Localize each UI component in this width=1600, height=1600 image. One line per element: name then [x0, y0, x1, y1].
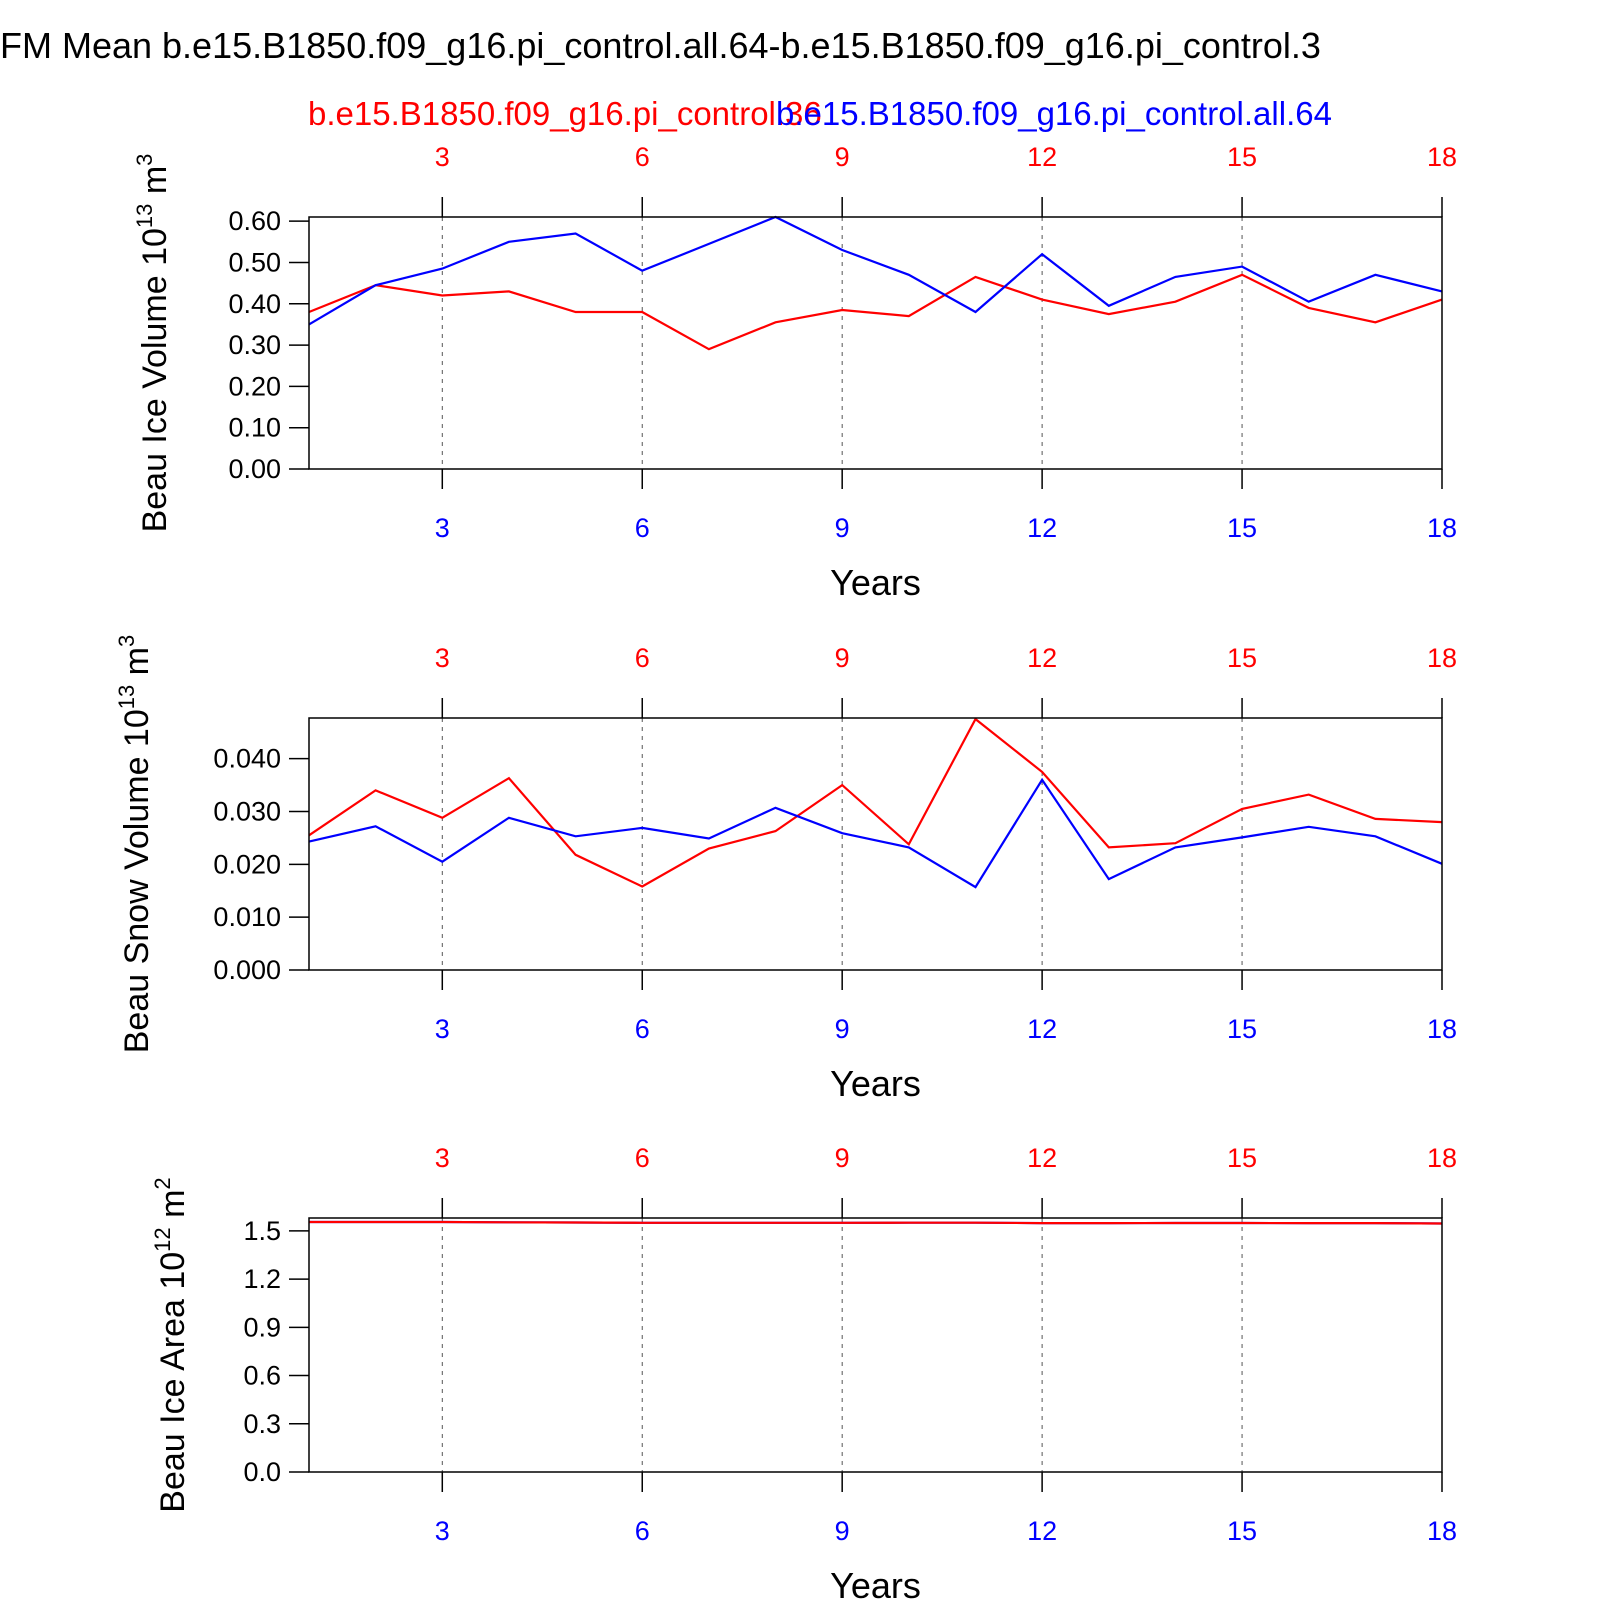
y-tick-label: 0.010	[213, 902, 281, 932]
x-tick-label-top: 3	[435, 643, 450, 673]
y-axis-label-part: Beau Ice Volume 10	[136, 228, 174, 532]
x-tick-label-top: 6	[635, 1143, 650, 1173]
y-axis-label-part: m	[118, 647, 156, 685]
y-axis-label-part: 13	[114, 685, 139, 709]
x-tick-label: 18	[1427, 1014, 1457, 1044]
y-tick-label: 0.50	[228, 247, 281, 277]
y-axis-label: Beau Ice Area 1012 m2	[150, 1177, 192, 1512]
x-tick-label-top: 15	[1227, 643, 1257, 673]
y-tick-label: 0.000	[213, 955, 281, 985]
x-tick-label: 3	[435, 1014, 450, 1044]
y-tick-label: 0.60	[228, 206, 281, 236]
y-axis-label: Beau Snow Volume 1013 m3	[114, 635, 156, 1054]
y-tick-label: 0.30	[228, 330, 281, 360]
y-axis-label-part: 3	[114, 635, 139, 647]
y-tick-label: 0.0	[243, 1457, 281, 1487]
y-axis-label-part: 2	[150, 1177, 175, 1189]
y-axis-label-part: Beau Snow Volume 10	[118, 709, 156, 1053]
x-tick-label: 9	[835, 1014, 850, 1044]
x-tick-label-top: 9	[835, 643, 850, 673]
y-tick-label: 0.10	[228, 413, 281, 443]
x-tick-label-top: 12	[1027, 142, 1057, 172]
x-axis-label: Years	[830, 1063, 921, 1104]
plot-frame	[308, 1217, 1443, 1473]
y-tick-label: 0.20	[228, 371, 281, 401]
x-tick-label-top: 15	[1227, 142, 1257, 172]
legend-entry: b.e15.B1850.f09_g16.pi_control.all.64	[776, 95, 1332, 132]
x-tick-label-top: 9	[835, 142, 850, 172]
legend-entry: b.e15.B1850.f09_g16.pi_control.36	[308, 95, 822, 132]
x-tick-label-top: 18	[1427, 142, 1457, 172]
y-tick-label: 0.9	[243, 1312, 281, 1342]
x-tick-label: 3	[435, 1516, 450, 1546]
plot-frame	[308, 717, 1443, 971]
x-tick-label-top: 6	[635, 142, 650, 172]
x-tick-label: 6	[635, 1516, 650, 1546]
x-tick-label-top: 9	[835, 1143, 850, 1173]
data-line	[308, 273, 1443, 351]
chart-title: FM Mean b.e15.B1850.f09_g16.pi_control.a…	[0, 25, 1321, 66]
x-axis-label: Years	[830, 562, 921, 603]
y-tick-label: 0.00	[228, 454, 281, 484]
plot-frame	[308, 216, 1443, 470]
y-axis-label-part: Beau Ice Area 10	[154, 1252, 192, 1513]
x-tick-label-top: 12	[1027, 643, 1057, 673]
y-tick-label: 0.040	[213, 744, 281, 774]
y-axis-label-part: 3	[132, 154, 157, 166]
y-tick-label: 1.5	[243, 1216, 281, 1246]
x-tick-label: 3	[435, 513, 450, 543]
x-tick-label: 9	[835, 513, 850, 543]
x-tick-label-top: 18	[1427, 643, 1457, 673]
x-tick-label: 12	[1027, 1014, 1057, 1044]
y-tick-label: 1.2	[243, 1264, 281, 1294]
x-tick-label-top: 6	[635, 643, 650, 673]
data-line	[308, 215, 1443, 326]
x-tick-label-top: 3	[435, 1143, 450, 1173]
x-tick-label-top: 15	[1227, 1143, 1257, 1173]
x-tick-label-top: 3	[435, 142, 450, 172]
x-tick-label-top: 18	[1427, 1143, 1457, 1173]
x-tick-label: 9	[835, 1516, 850, 1546]
x-tick-label: 15	[1227, 1014, 1257, 1044]
data-line	[308, 717, 1443, 888]
x-tick-label: 6	[635, 513, 650, 543]
y-axis-label-part: 12	[150, 1227, 175, 1251]
x-tick-label: 12	[1027, 1516, 1057, 1546]
x-tick-label: 12	[1027, 513, 1057, 543]
y-axis-label-part: m	[136, 166, 174, 204]
y-tick-label: 0.020	[213, 849, 281, 879]
y-tick-label: 0.6	[243, 1361, 281, 1391]
y-axis-label: Beau Ice Volume 1013 m3	[132, 154, 174, 533]
data-line	[309, 1220, 1443, 1225]
x-tick-label: 18	[1427, 513, 1457, 543]
x-tick-label: 15	[1227, 1516, 1257, 1546]
y-tick-label: 0.3	[243, 1409, 281, 1439]
y-tick-label: 0.40	[228, 289, 281, 319]
data-line	[308, 777, 1443, 889]
x-tick-label: 15	[1227, 513, 1257, 543]
y-axis-label-part: m	[154, 1190, 192, 1228]
x-axis-label: Years	[830, 1565, 921, 1600]
x-tick-label: 6	[635, 1014, 650, 1044]
x-tick-label-top: 12	[1027, 1143, 1057, 1173]
y-tick-label: 0.030	[213, 797, 281, 827]
x-tick-label: 18	[1427, 1516, 1457, 1546]
y-axis-label-part: 13	[132, 204, 157, 228]
